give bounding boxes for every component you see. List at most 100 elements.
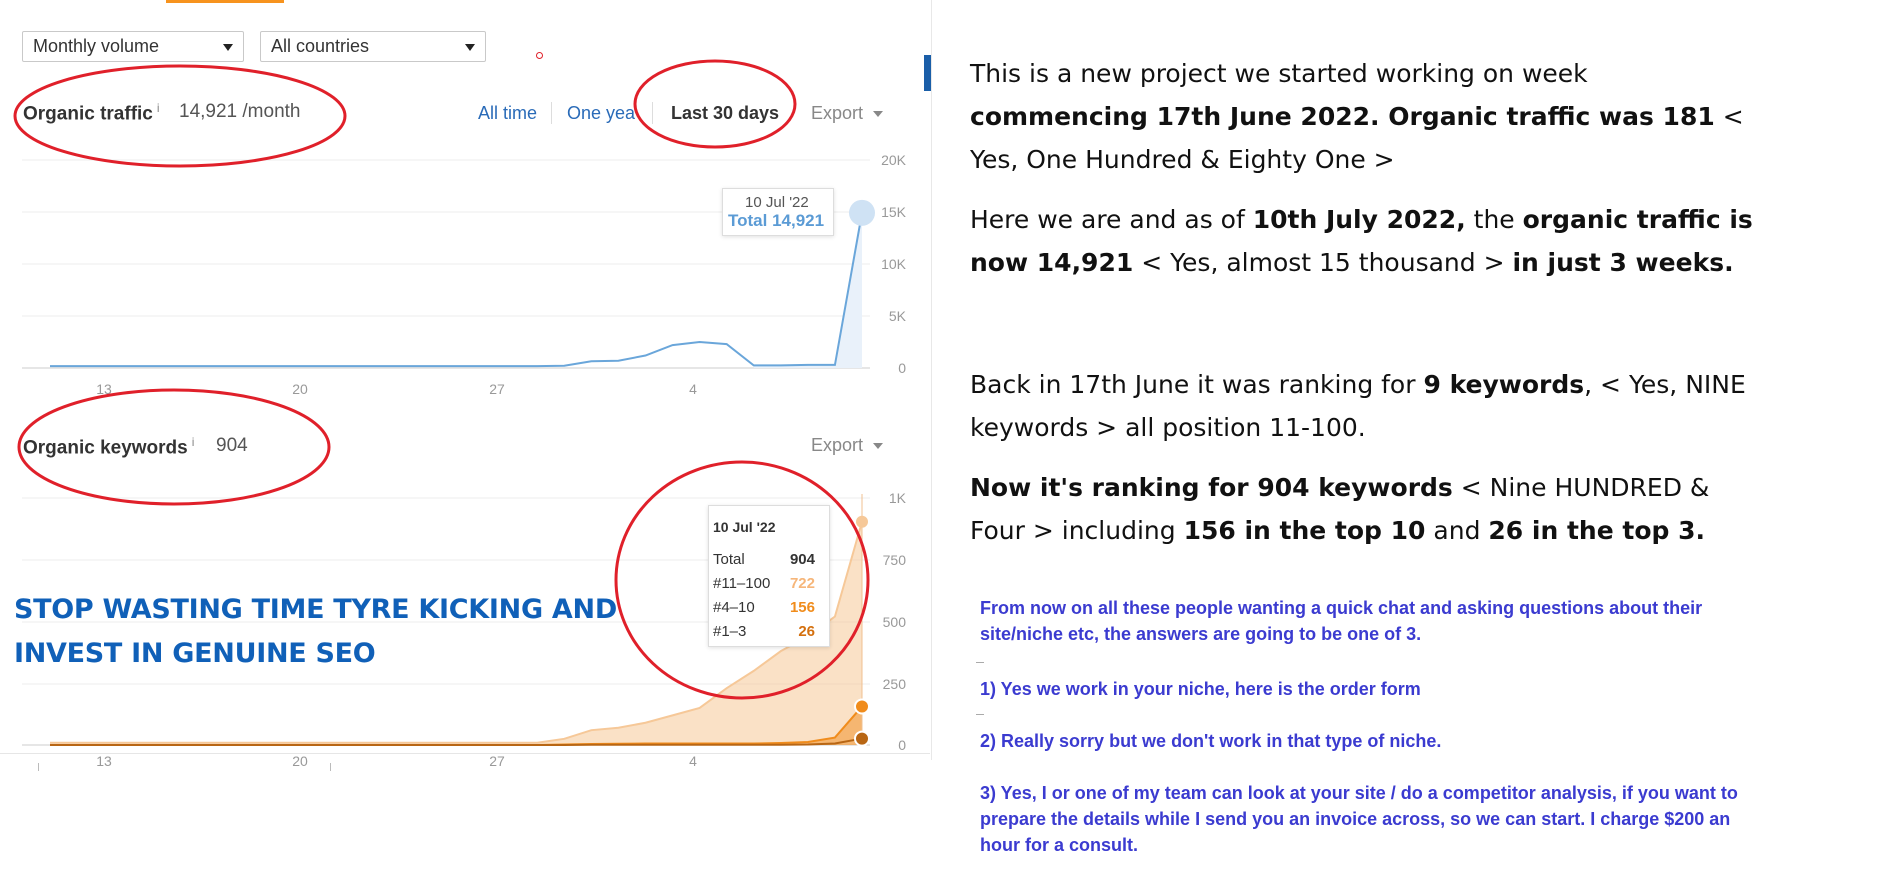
p2-text: < Yes, almost 15 thousand >	[1133, 248, 1513, 277]
volume-select-label: Monthly volume	[33, 36, 160, 56]
tick-mark	[330, 763, 331, 771]
traffic-hover-point[interactable]	[849, 199, 875, 226]
keywords-x-ticks: 13 20 27 4	[96, 753, 697, 769]
keywords-chart: 1K 750 500 250 0 13 20 27 4	[22, 490, 907, 769]
paragraph-4: Now it's ranking for 904 keywords < Nine…	[970, 466, 1770, 552]
range-separator	[652, 102, 653, 124]
p2-text: Here we are and as of	[970, 205, 1253, 234]
keywords-title-label: Organic keywords	[23, 437, 188, 459]
tooltip-row-label: #4–10	[713, 599, 755, 616]
y-tick-label: 750	[883, 552, 907, 568]
tooltip-row-value: 26	[798, 623, 815, 640]
p3-text-end: , < Yes, NINE keywords > all position 11…	[970, 370, 1746, 442]
paragraph-1: This is a new project we started working…	[970, 52, 1770, 181]
p3-bold: 9 keywords	[1423, 370, 1585, 399]
chevron-down-icon	[873, 443, 884, 450]
promo-line-2: INVEST IN GENUINE SEO	[14, 638, 376, 669]
keywords-value: 904	[216, 435, 248, 456]
export-label: Export	[811, 103, 864, 123]
answer-3: 3) Yes, I or one of my team can look at …	[980, 783, 1738, 855]
info-icon[interactable]: i	[156, 101, 160, 115]
traffic-chart: 20K 15K 10K 5K 0 13 20 27 4	[22, 152, 907, 397]
keywords-tooltip: 10 Jul '22 Total 904 #11–100 722 #4–10 156 #1–…	[708, 505, 830, 647]
keywords-point-1-3[interactable]	[854, 730, 870, 747]
annotation-dot	[536, 52, 543, 59]
p4-bold: Now it's ranking for 904 keywords	[970, 473, 1453, 502]
p2-bold-end: in just 3 weeks.	[1512, 248, 1734, 277]
tooltip-row-value: 722	[789, 575, 815, 592]
keywords-title: Organic keywords i	[23, 435, 194, 459]
x-tick-label: 27	[489, 381, 505, 397]
active-tab-indicator	[166, 0, 284, 3]
x-tick-label: 4	[689, 381, 697, 397]
traffic-y-ticks: 20K 15K 10K 5K 0	[881, 152, 907, 376]
chart-bottom-border	[0, 753, 930, 754]
panel-divider	[931, 0, 932, 760]
country-select-label: All countries	[271, 36, 370, 56]
chevron-down-icon	[465, 44, 475, 51]
tooltip-row-label: #11–100	[713, 575, 771, 592]
y-tick-label: 250	[883, 676, 907, 692]
export-label: Export	[811, 435, 864, 455]
tooltip-row-value: 156	[789, 599, 815, 616]
x-tick-label: 13	[96, 381, 112, 397]
traffic-title: Organic traffic i	[23, 101, 160, 125]
p2-bold-date: 10th July 2022,	[1252, 205, 1466, 234]
x-tick-label: 20	[292, 753, 308, 769]
x-tick-label: 20	[292, 381, 308, 397]
traffic-value: 14,921 /month	[179, 101, 301, 122]
traffic-export-button[interactable]: Export	[811, 103, 884, 124]
keywords-line-1-3	[50, 737, 863, 746]
y-tick-label: 5K	[889, 308, 907, 324]
volume-select[interactable]: Monthly volume	[22, 31, 244, 62]
p4-bold-top3: 26 in the top 3.	[1488, 516, 1705, 545]
p1-text: This is a new project we started working…	[970, 59, 1588, 88]
answer-1: 1) Yes we work in your niche, here is th…	[980, 679, 1421, 699]
p4-text: < Nine HUNDRED & Four > including	[970, 473, 1710, 545]
y-tick-label: 10K	[881, 256, 907, 272]
promo-headline: STOP WASTING TIME TYRE KICKING AND INVES…	[14, 588, 617, 676]
keywords-point-4-10[interactable]	[854, 698, 870, 715]
tooltip-row-label: #1–3	[713, 623, 747, 640]
y-tick-label: 15K	[881, 204, 907, 220]
promo-line-1: STOP WASTING TIME TYRE KICKING AND	[14, 594, 617, 625]
range-one-year[interactable]: One year	[567, 103, 635, 123]
x-tick-label: 4	[689, 753, 697, 769]
chevron-down-icon	[873, 111, 884, 118]
range-separator	[551, 102, 552, 124]
y-tick-label: 0	[898, 737, 906, 753]
traffic-x-ticks: 13 20 27 4	[96, 381, 697, 397]
traffic-area	[753, 212, 862, 368]
traffic-title-label: Organic traffic	[23, 103, 153, 125]
keywords-y-ticks: 1K 750 500 250 0	[883, 490, 907, 753]
p4-bold-top10: 156 in the top 10	[1183, 516, 1426, 545]
paragraph-3: Back in 17th June it was ranking for 9 k…	[970, 363, 1770, 449]
x-tick-label: 27	[489, 753, 505, 769]
tooltip-row-label: Total	[713, 551, 745, 568]
p4-text: and	[1425, 516, 1489, 545]
p1-bold: commencing 17th June 2022. Organic traff…	[970, 102, 1715, 131]
tooltip-row-value: 904	[789, 551, 815, 568]
chevron-down-icon	[223, 44, 233, 51]
traffic-tooltip: 10 Jul '22 Total 14,921	[722, 188, 834, 236]
range-all-time[interactable]: All time	[478, 103, 538, 123]
info-icon[interactable]: i	[191, 435, 195, 449]
traffic-line	[50, 212, 863, 368]
p1-text-end: < Yes, One Hundred & Eighty One >	[970, 102, 1744, 174]
tick-mark	[38, 763, 39, 771]
keywords-tooltip-date: 10 Jul '22	[713, 519, 776, 535]
p3-text: Back in 17th June it was ranking for	[970, 370, 1424, 399]
country-select[interactable]: All countries	[260, 31, 486, 62]
divider-mark	[976, 714, 984, 715]
keywords-point-11-100[interactable]	[856, 515, 868, 528]
range-last-30-days[interactable]: Last 30 days	[671, 103, 780, 123]
y-tick-label: 0	[898, 360, 906, 376]
paragraph-2: Here we are and as of 10th July 2022, th…	[970, 198, 1770, 284]
traffic-tooltip-total: Total 14,921	[728, 211, 825, 230]
answer-2: 2) Really sorry but we don't work in tha…	[980, 731, 1442, 751]
keywords-export-button[interactable]: Export	[811, 435, 884, 456]
y-tick-label: 500	[883, 614, 907, 630]
y-tick-label: 1K	[889, 490, 907, 506]
y-tick-label: 20K	[881, 152, 907, 168]
quote-bar	[924, 55, 931, 91]
